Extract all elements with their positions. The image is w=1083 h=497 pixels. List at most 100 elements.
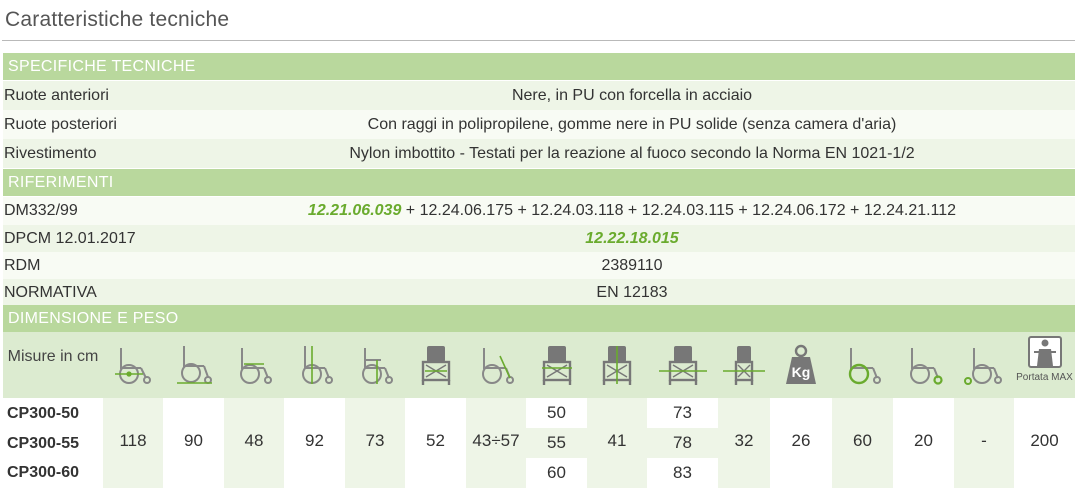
dim-body-cell [284,398,345,488]
ref-label: RDM [4,257,41,274]
ref-label: DPCM 12.01.2017 [4,230,136,247]
front-wheel-icon [909,348,943,385]
dim-column: 41 [587,332,647,488]
seat-height-icon [115,348,151,384]
dim-header-cell: Portata MAX [1014,332,1075,398]
dim-value: 60 [526,458,587,488]
model-cp300-60: CP300-60 [7,464,80,481]
spec-row-rivestimento: Rivestimento Nylon imbottito - Testati p… [3,139,1075,168]
dim-column: 20 [893,332,954,488]
dim-value: 73 [647,398,718,428]
dim-body-cell [718,398,770,488]
dim-column: 92 [284,332,345,488]
ref-row-dm332: DM332/99 12.21.06.039 + 12.24.06.175 + 1… [3,197,1075,225]
backrest-angle-icon [482,348,514,384]
spec-value: Con raggi in polipropilene, gomme nere i… [367,116,897,133]
section-band-riferimenti: RIFERIMENTI [3,169,1075,196]
dim-header-cell [954,332,1014,398]
dim-header-cell [3,332,103,398]
dim-value: 118 [119,431,147,450]
dim-value: 48 [244,431,264,450]
dim-body-cell [224,398,284,488]
ref-label: NORMATIVA [4,284,97,301]
dim-value: 41 [607,431,627,450]
dim-body-cell [466,398,526,488]
dim-value: 26 [791,431,811,450]
spec-value: Nere, in PU con forcella in acciaio [511,87,753,104]
dim-column: 60 [832,332,893,488]
dim-column: 52 [405,332,466,488]
dim-header-cell [718,332,770,398]
section-band-specifiche: SPECIFICHE TECNICHE [3,53,1075,80]
dim-value: 90 [184,431,203,450]
weight-icon [786,344,816,384]
dim-body-cell [405,398,466,488]
dim-header-cell [832,332,893,398]
ref-value: 12.21.06.039 + 12.24.06.175 + 12.24.03.1… [189,197,1075,225]
dim-body-cell [345,398,405,488]
dim-value: - [981,431,987,450]
armrest-height-icon [362,348,393,384]
portata-label: Portata MAX [1016,372,1073,383]
folded-height-icon [602,346,632,385]
dim-value: 60 [853,431,872,450]
dim-value: 78 [647,428,718,458]
misure-label: Misure in cm [7,348,99,365]
dim-header-cell [587,332,647,398]
dim-value: 92 [305,431,324,450]
spec-row-ruote-anteriori: Ruote anteriori Nere, in PU con forcella… [3,81,1075,110]
dim-column: 48 [224,332,284,488]
front-width-icon [541,346,572,385]
dim-column: Kg 26 [770,332,832,488]
ref-value: 12.22.18.015 [189,225,1075,252]
dim-value: 83 [647,458,718,488]
dim-value: 52 [426,431,445,450]
anti-tip-icon [964,348,1002,385]
dim-column: 118 [103,332,163,488]
dim-value: 32 [734,431,754,450]
ref-label: DM332/99 [4,202,78,219]
dim-value: 200 [1030,431,1059,450]
dim-body-cell [163,398,224,488]
dim-value: 43÷57 [472,431,520,450]
title-divider [2,40,1075,41]
wheelchair-length-icon [176,346,212,384]
dim-header-cell [526,332,587,398]
ref-row-dpcm: DPCM 12.01.2017 12.22.18.015 [3,225,1075,252]
model-cp300-50: CP300-50 [7,405,80,422]
dim-header-cell [163,332,224,398]
dim-header-cell [345,332,405,398]
dim-header-cell [466,332,526,398]
folded-width-icon [723,346,765,385]
dim-header-cell [284,332,345,398]
dim-value: 55 [526,428,587,458]
dim-header-cell: Kg [770,332,832,398]
dim-body-cell [893,398,954,488]
iso-code-highlight: 12.21.06.039 [307,202,402,219]
dim-label-column: Misure in cm CP300-50 CP300-55 CP300-60 [3,332,103,488]
dim-header-cell [405,332,466,398]
seat-depth-icon [240,348,272,384]
max-load-icon [1027,336,1062,368]
spec-label: Ruote posteriori [4,116,117,133]
ref-value: 2389110 [601,257,663,274]
spec-label: Rivestimento [4,145,97,162]
dimensions-table: Misure in cm CP300-50 CP300-55 CP300-60 … [3,332,1075,488]
total-width-icon [658,346,707,385]
dim-body-cell [954,398,1014,488]
dim-column: 32 [718,332,770,488]
rear-wheel-icon [848,348,881,385]
ref-row-rdm: RDM 2389110 [3,252,1075,279]
page-title: Caratteristiche tecniche [5,8,230,31]
iso-code-list: + 12.24.06.175 + 12.24.03.118 + 12.24.03… [401,202,957,219]
spec-value: Nylon imbottito - Testati per la reazion… [349,145,915,162]
dim-column: 50 55 60 [526,332,587,488]
iso-code-highlight: 12.22.18.015 [585,230,679,247]
dim-body-cell [770,398,832,488]
total-height-icon [301,346,333,384]
dim-body-cell [832,398,893,488]
dim-value: 73 [365,431,385,450]
model-cp300-55: CP300-55 [7,435,80,452]
dim-header-cell [893,332,954,398]
dim-body-cell [587,398,647,488]
